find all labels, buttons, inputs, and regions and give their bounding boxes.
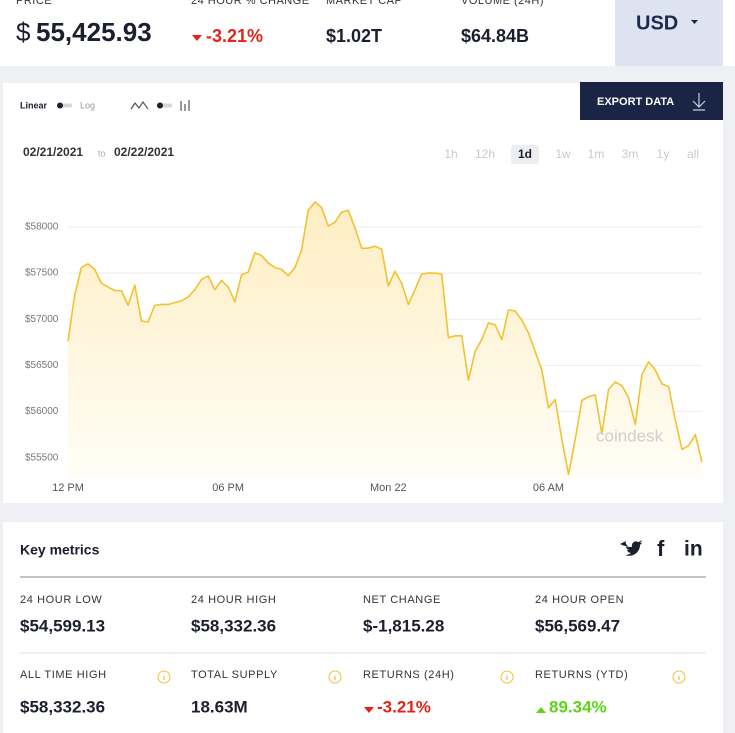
x-tick-label: 06 PM — [212, 482, 244, 494]
y-tick-label: $57000 — [25, 314, 59, 325]
toggle-knob — [57, 102, 63, 109]
y-tick-label: $56500 — [25, 360, 59, 371]
metric-label: ALL TIME HIGH — [20, 669, 107, 681]
stat-label: 24 HOUR % CHANGE — [191, 0, 310, 7]
stat-value: $1.02T — [326, 26, 382, 46]
y-tick-label: $57500 — [25, 268, 59, 279]
metric-value: $58,332.36 — [191, 616, 276, 635]
range-button[interactable]: all — [687, 147, 699, 161]
x-tick-label: Mon 22 — [370, 482, 407, 494]
metric-value: -3.21% — [377, 697, 431, 716]
caret — [691, 20, 698, 24]
metric-value: 89.34% — [549, 697, 607, 716]
header-bar — [0, 0, 735, 66]
info-icon[interactable] — [157, 670, 171, 684]
metric-label: RETURNS (24H) — [363, 669, 455, 681]
range-button[interactable]: 3m — [622, 147, 639, 161]
stat-value: -3.21% — [206, 26, 263, 46]
metric-value: 18.63M — [191, 697, 248, 716]
twitter-icon[interactable] — [620, 540, 643, 556]
date-sep: to — [98, 148, 106, 158]
date-to[interactable]: 02/22/2021 — [114, 145, 174, 159]
metric-label: TOTAL SUPPLY — [191, 669, 278, 681]
price-symbol: $ — [16, 17, 31, 47]
range-button[interactable]: 1m — [588, 147, 605, 161]
linkedin-icon[interactable]: in — [684, 538, 703, 561]
bar-icon[interactable] — [180, 100, 190, 111]
currency-button[interactable] — [615, 0, 723, 66]
up-arrow — [536, 707, 546, 713]
metric-value: $-1,815.28 — [363, 616, 444, 635]
info-icon[interactable] — [328, 670, 342, 684]
price-line — [67, 201, 703, 476]
metric-label: 24 HOUR HIGH — [191, 594, 276, 606]
metric-value: $58,332.36 — [20, 697, 105, 716]
scale-log[interactable]: Log — [80, 100, 95, 110]
x-tick-label: 06 AM — [533, 482, 564, 494]
down-arrow — [192, 35, 202, 41]
y-tick-label: $56000 — [25, 406, 59, 417]
line-icon[interactable] — [130, 100, 149, 110]
date-from[interactable]: 02/21/2021 — [23, 145, 83, 159]
stat-value: $64.84B — [461, 26, 529, 46]
metric-value: $56,569.47 — [535, 616, 620, 635]
down-arrow — [364, 707, 374, 713]
stat-label: MARKET CAP — [326, 0, 402, 7]
range-button[interactable]: 1d — [518, 147, 532, 161]
stat-label: PRICE — [16, 0, 52, 7]
export-label[interactable]: EXPORT DATA — [597, 96, 674, 108]
range-button[interactable]: 1w — [555, 147, 571, 161]
price-value: 55,425.93 — [36, 17, 152, 47]
watermark: coindesk — [596, 426, 664, 445]
price-area — [68, 202, 702, 478]
metric-value: $54,599.13 — [20, 616, 105, 635]
scale-linear[interactable]: Linear — [20, 100, 48, 110]
currency-label[interactable]: USD — [636, 12, 678, 34]
y-tick-label: $58000 — [25, 222, 59, 233]
info-icon[interactable] — [672, 670, 686, 684]
stat-label: VOLUME (24H) — [461, 0, 544, 7]
metrics-panel — [3, 522, 723, 733]
metric-label: NET CHANGE — [363, 594, 441, 606]
info-icon[interactable] — [500, 670, 514, 684]
range-button[interactable]: 1y — [657, 147, 670, 161]
metric-label: RETURNS (YTD) — [535, 669, 628, 681]
range-button[interactable]: 1h — [444, 147, 457, 161]
metric-label: 24 HOUR LOW — [20, 594, 102, 606]
metrics-title: Key metrics — [20, 542, 100, 558]
facebook-icon[interactable]: f — [657, 536, 665, 561]
toggle-knob — [157, 102, 163, 109]
metric-label: 24 HOUR OPEN — [535, 594, 624, 606]
y-tick-label: $55500 — [25, 452, 59, 463]
x-tick-label: 12 PM — [52, 482, 84, 494]
range-selected-bg — [511, 145, 539, 164]
download-icon — [692, 93, 706, 111]
range-button[interactable]: 12h — [475, 147, 495, 161]
